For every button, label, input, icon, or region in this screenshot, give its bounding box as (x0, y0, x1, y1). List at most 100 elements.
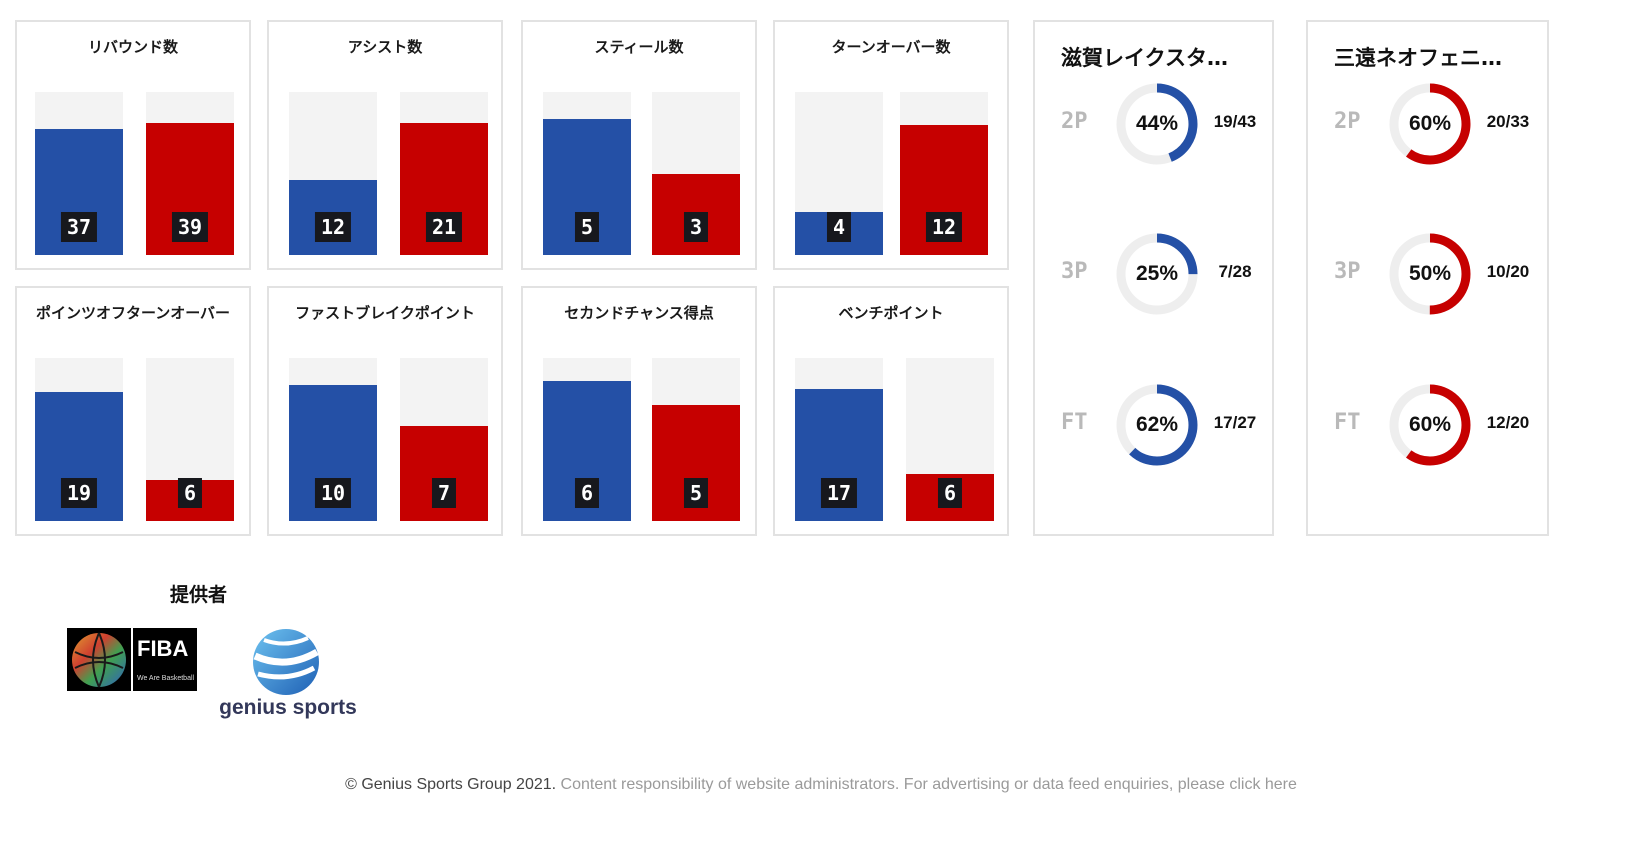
home-bar-value: 4 (826, 212, 852, 242)
made-attempted: 20/33 (1486, 112, 1530, 131)
percentage-ring (1389, 384, 1471, 466)
away-bar-track: 7 (400, 358, 488, 521)
percentage-ring (1389, 83, 1471, 165)
fiba-tagline: We Are Basketball (137, 675, 195, 682)
made-attempted: 10/20 (1486, 262, 1530, 281)
percentage-text: 60% (1408, 413, 1452, 436)
away-bar-track: 21 (400, 92, 488, 255)
stat-card-rebounds: リバウンド数 37 39 (15, 20, 251, 270)
shot-type-label: FT (1061, 410, 1088, 435)
away-bar: 6 (906, 474, 994, 521)
home-bar-value: 10 (314, 478, 352, 508)
shooting-row-2p: 2P 60% 20/33 (1308, 82, 1547, 166)
home-bar-track: 19 (35, 358, 123, 521)
percentage-text: 25% (1135, 262, 1179, 285)
ring-arc (1116, 233, 1198, 315)
stat-title: アシスト数 (347, 38, 423, 56)
home-bar: 17 (795, 389, 883, 521)
home-bar: 19 (35, 391, 123, 521)
shooting-row-ft: FT 60% 12/20 (1308, 383, 1547, 467)
home-bar: 12 (289, 179, 377, 255)
genius-sports-globe-icon (253, 629, 319, 695)
shooting-row-3p: 3P 50% 10/20 (1308, 232, 1547, 316)
home-bar-track: 10 (289, 358, 377, 521)
percentage-ring (1116, 233, 1198, 315)
ring-arc (1389, 384, 1471, 466)
percentage-ring (1116, 384, 1198, 466)
away-bar-track: 12 (900, 92, 988, 255)
shooting-row-3p: 3P 25% 7/28 (1035, 232, 1272, 316)
home-bar-track: 17 (795, 358, 883, 521)
away-bar-track: 6 (906, 358, 994, 521)
home-bar: 6 (543, 381, 631, 521)
shot-type-label: 3P (1334, 259, 1361, 284)
home-bar-track: 37 (35, 92, 123, 255)
shot-type-label: 2P (1061, 109, 1088, 134)
stat-card-turnovers: ターンオーバー数 4 12 (773, 20, 1009, 270)
home-bar: 10 (289, 385, 377, 521)
home-bar-value: 5 (574, 212, 600, 242)
away-bar-value: 6 (177, 478, 203, 508)
stat-card-second-chance-points: セカンドチャンス得点 6 5 (521, 286, 757, 536)
stat-title: スティール数 (594, 38, 684, 56)
percentage-text: 60% (1408, 112, 1452, 135)
fiba-divider (131, 628, 133, 691)
away-bar-value: 21 (425, 212, 463, 242)
ring-arc (1116, 384, 1198, 466)
made-attempted: 12/20 (1486, 413, 1530, 432)
ring-arc (1389, 83, 1471, 165)
footer-copyright: © Genius Sports Group 2021. (345, 776, 557, 793)
shot-type-label: 3P (1061, 259, 1088, 284)
genius-sports-logo[interactable]: genius sports (218, 626, 358, 726)
home-bar: 4 (795, 211, 883, 255)
shooting-card-home: 滋賀レイクスタ… 2P 44% 19/43 3P 25% 7/28 FT 62%… (1033, 20, 1274, 536)
home-bar-value: 17 (820, 478, 858, 508)
fiba-wordmark: FIBA (137, 636, 189, 661)
fiba-logo[interactable]: FIBA We Are Basketball (67, 628, 197, 691)
away-bar: 3 (652, 173, 740, 255)
away-bar-value: 39 (171, 212, 209, 242)
fiba-ball-icon (72, 632, 126, 688)
stat-card-points-off-turnovers: ポインツオフターンオーバー 19 6 (15, 286, 251, 536)
stat-title: ファストブレイクポイント (295, 304, 475, 322)
stat-title: ベンチポイント (838, 304, 944, 322)
away-bar-value: 3 (683, 212, 709, 242)
away-bar-value: 5 (683, 478, 709, 508)
home-bar-track: 12 (289, 92, 377, 255)
away-bar: 7 (400, 425, 488, 521)
providers-title: 提供者 (170, 584, 228, 606)
home-bar-track: 6 (543, 358, 631, 521)
shot-type-label: 2P (1334, 109, 1361, 134)
away-bar: 12 (900, 124, 988, 255)
made-attempted: 19/43 (1213, 112, 1257, 131)
ring-arc (1116, 83, 1198, 165)
home-bar-value: 19 (60, 478, 98, 508)
shot-type-label: FT (1334, 410, 1361, 435)
away-bar-track: 39 (146, 92, 234, 255)
home-bar-value: 37 (60, 212, 98, 242)
stat-title: リバウンド数 (87, 38, 178, 56)
footer-link[interactable]: Content responsibility of website admini… (556, 776, 1297, 793)
ring-arc (1389, 233, 1471, 315)
team-name: 三遠ネオフェニ… (1334, 46, 1502, 70)
away-bar-track: 6 (146, 358, 234, 521)
stat-card-fast-break-points: ファストブレイクポイント 10 7 (267, 286, 503, 536)
shooting-row-2p: 2P 44% 19/43 (1035, 82, 1272, 166)
stat-title: ターンオーバー数 (831, 38, 951, 56)
home-bar-value: 12 (314, 212, 352, 242)
percentage-text: 50% (1408, 262, 1452, 285)
home-bar-value: 6 (574, 478, 600, 508)
footer: © Genius Sports Group 2021. Content resp… (0, 776, 1642, 794)
away-bar-value: 12 (925, 212, 963, 242)
away-bar-value: 7 (431, 478, 457, 508)
stat-title: セカンドチャンス得点 (564, 304, 714, 322)
away-bar-track: 3 (652, 92, 740, 255)
away-bar: 5 (652, 404, 740, 521)
genius-sports-wordmark: genius sports (219, 696, 357, 719)
stat-card-steals: スティール数 5 3 (521, 20, 757, 270)
away-bar-value: 6 (937, 478, 963, 508)
percentage-text: 44% (1135, 112, 1179, 135)
home-bar-track: 4 (795, 92, 883, 255)
percentage-ring (1389, 233, 1471, 315)
home-bar: 37 (35, 129, 123, 255)
